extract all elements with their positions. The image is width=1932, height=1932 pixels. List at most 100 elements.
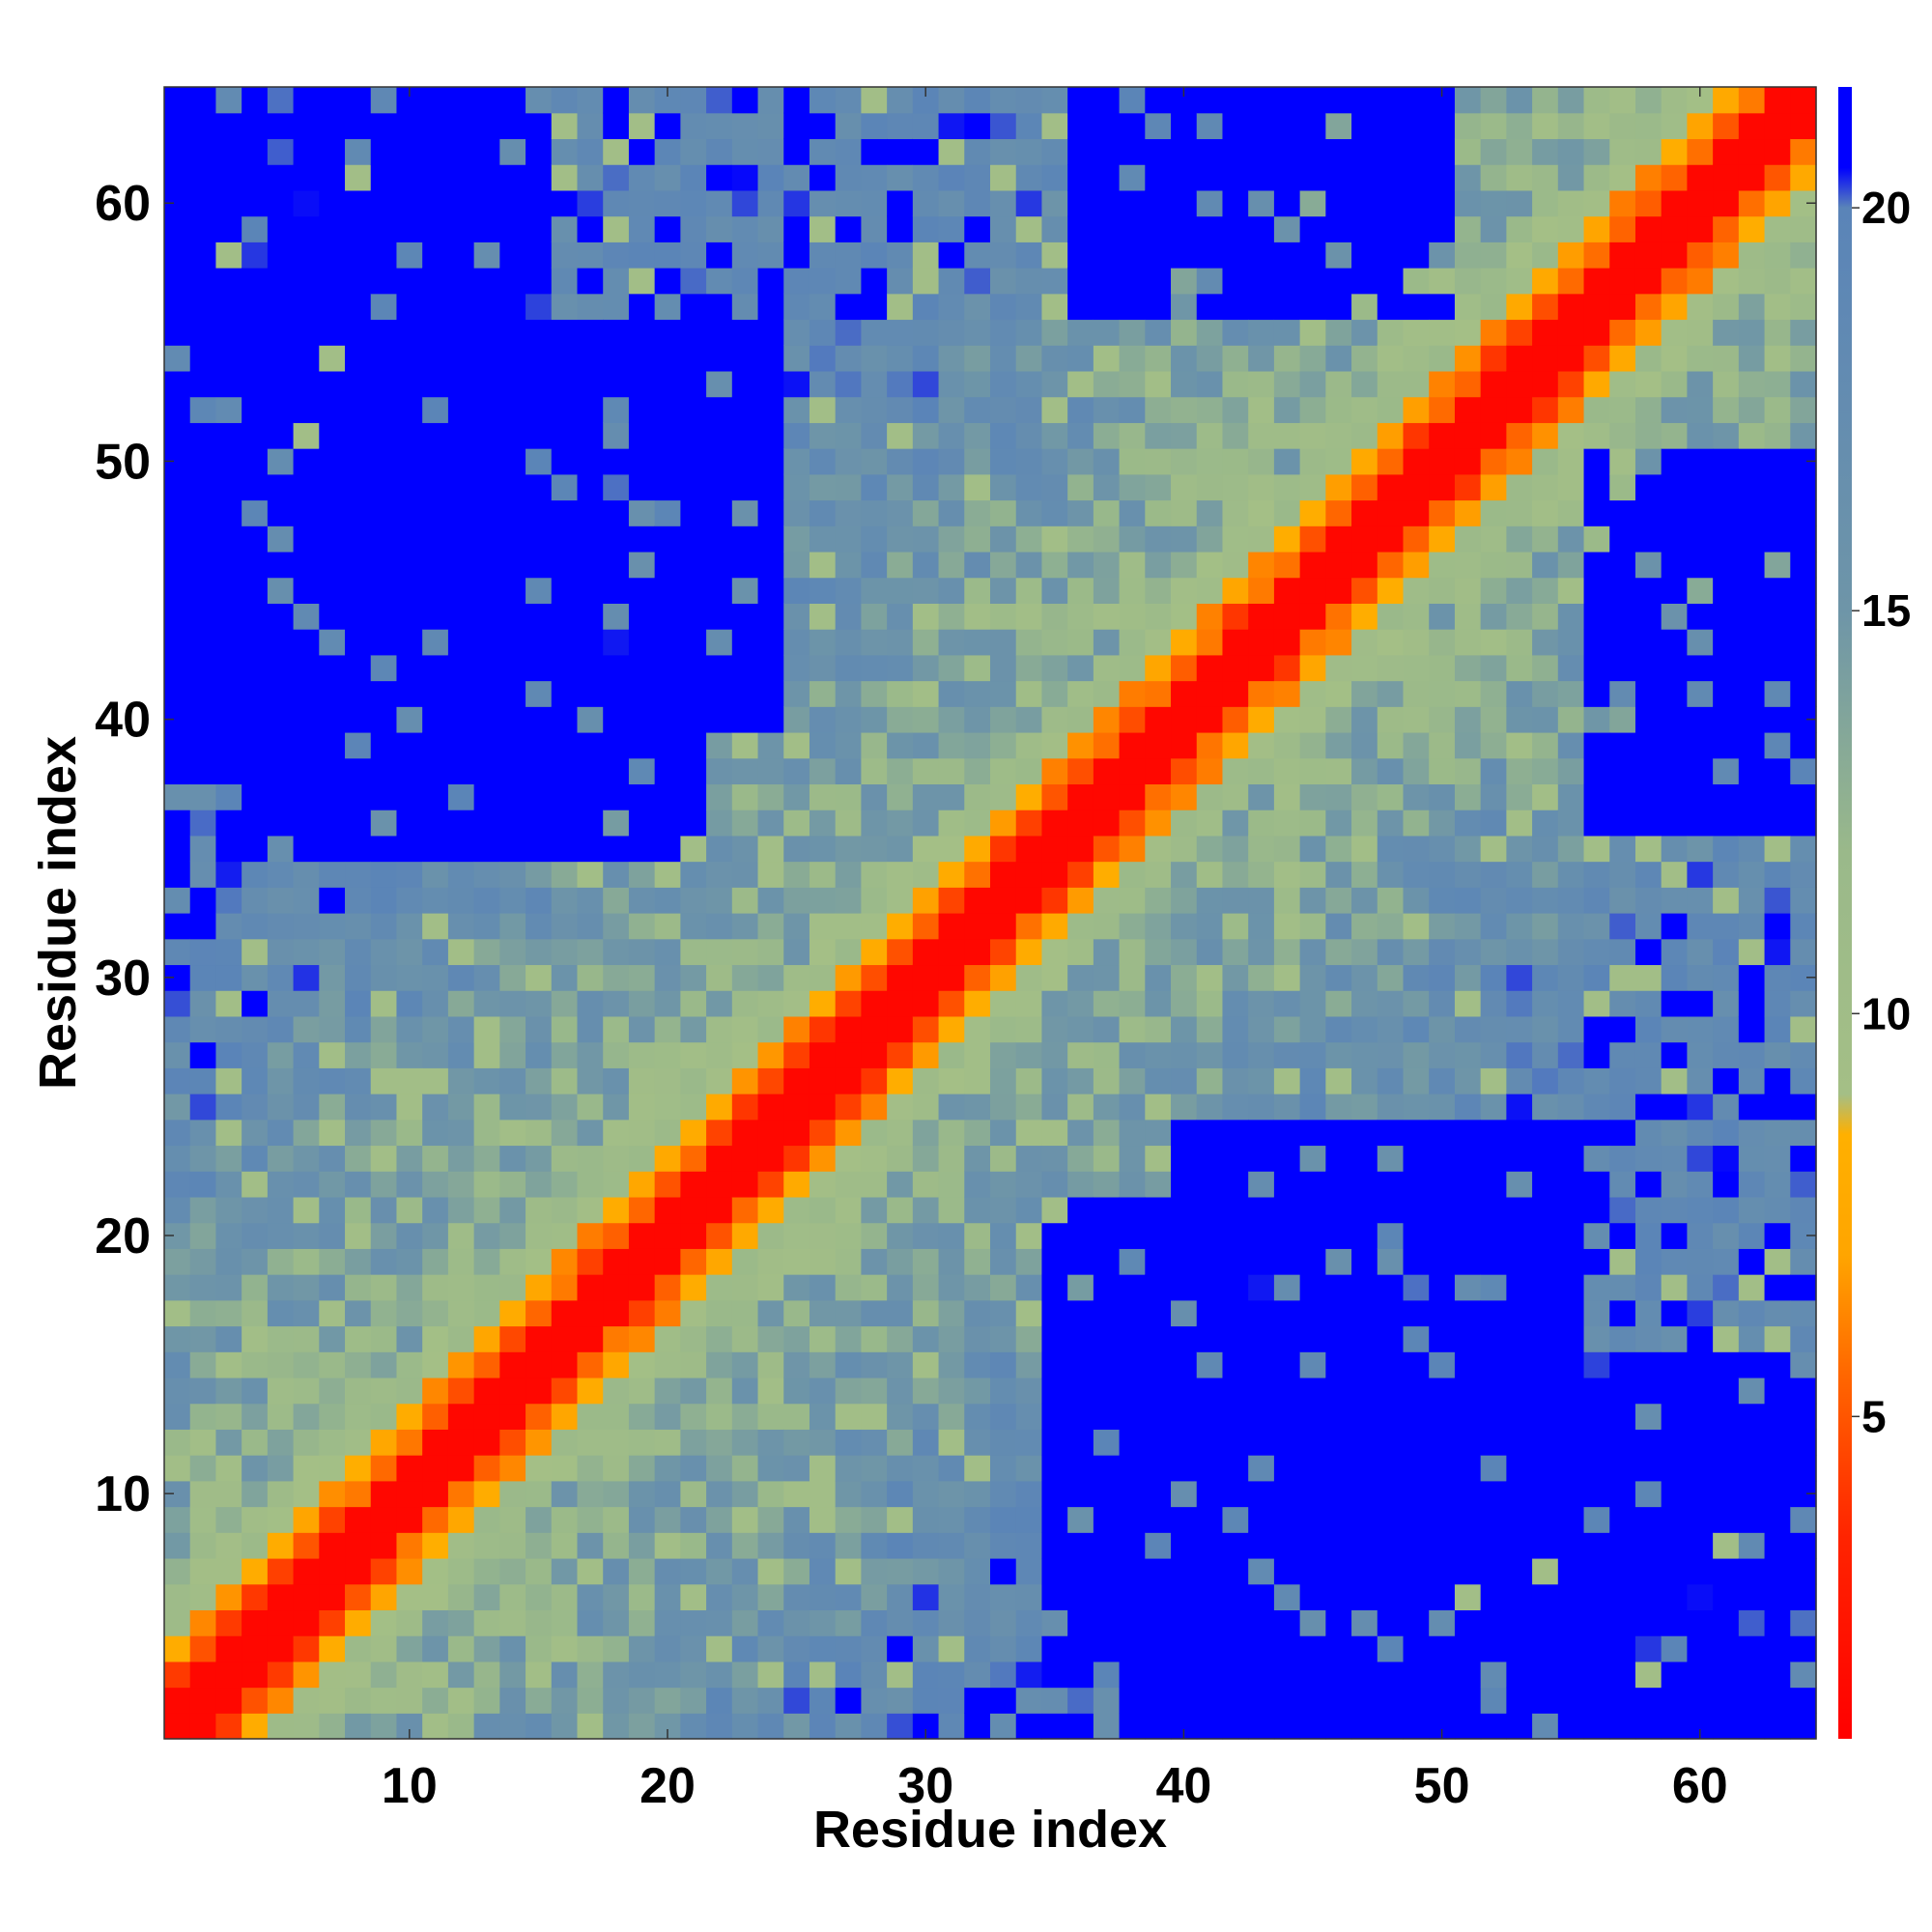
heatmap-cell (731, 938, 759, 966)
heatmap-cell (1609, 138, 1636, 165)
heatmap-cell (164, 370, 191, 398)
heatmap-cell (1067, 810, 1094, 837)
heatmap-cell (1532, 1015, 1559, 1043)
heatmap-cell (1041, 448, 1068, 475)
heatmap-cell (1557, 783, 1585, 810)
heatmap-cell (422, 1248, 449, 1275)
heatmap-cell (1583, 551, 1610, 579)
heatmap-cell (887, 757, 914, 785)
heatmap-cell (189, 990, 217, 1017)
heatmap-cell (1506, 1015, 1533, 1043)
heatmap-cell (1738, 835, 1766, 863)
heatmap-cell (603, 1325, 630, 1352)
heatmap-cell (1429, 1429, 1456, 1456)
heatmap-cell (1377, 526, 1405, 553)
heatmap-cell (861, 1041, 888, 1068)
heatmap-cell (1532, 913, 1559, 940)
heatmap-cell (319, 473, 346, 501)
heatmap-cell (1222, 1222, 1249, 1249)
heatmap-cell (293, 164, 320, 191)
heatmap-cell (499, 1506, 526, 1533)
heatmap-cell (757, 706, 784, 733)
heatmap-cell (1222, 138, 1249, 165)
heatmap-cell (267, 1480, 295, 1508)
heatmap-cell (1609, 422, 1636, 449)
heatmap-cell (887, 448, 914, 475)
heatmap-cell (447, 422, 475, 449)
heatmap-cell (912, 1506, 940, 1533)
heatmap-cell (1067, 370, 1094, 398)
heatmap-cell (1171, 810, 1198, 837)
heatmap-cell (1429, 706, 1456, 733)
heatmap-cell (1687, 1299, 1714, 1327)
heatmap-cell (809, 1661, 837, 1689)
heatmap-cell (1661, 1583, 1689, 1611)
heatmap-cell (1480, 1687, 1507, 1714)
heatmap-cell (861, 706, 888, 733)
heatmap-cell (1454, 1687, 1482, 1714)
heatmap-cell (215, 551, 242, 579)
heatmap-cell (1557, 603, 1585, 630)
heatmap-cell (1609, 1687, 1636, 1714)
heatmap-cell (1661, 396, 1689, 423)
heatmap-cell (1634, 1429, 1662, 1456)
heatmap-cell (577, 731, 604, 759)
heatmap-cell (526, 448, 553, 475)
heatmap-cell (293, 706, 320, 733)
heatmap-cell (706, 680, 733, 707)
heatmap-cell (345, 1119, 372, 1147)
heatmap-cell (1687, 448, 1714, 475)
heatmap-cell (215, 603, 242, 630)
heatmap-cell (654, 1403, 681, 1430)
heatmap-cell (1687, 1506, 1714, 1533)
heatmap-cell (1454, 526, 1482, 553)
heatmap-cell (577, 1094, 604, 1121)
heatmap-cell (1609, 654, 1636, 682)
heatmap-cell (861, 1583, 888, 1611)
heatmap-cell (1067, 680, 1094, 707)
heatmap-cell (1532, 783, 1559, 810)
heatmap-cell (577, 448, 604, 475)
heatmap-cell (1273, 680, 1301, 707)
heatmap-cell (1764, 551, 1791, 579)
heatmap-cell (731, 1067, 759, 1094)
heatmap-cell (1145, 1532, 1172, 1559)
heatmap-cell (783, 1403, 810, 1430)
heatmap-cell (990, 1429, 1017, 1456)
heatmap-cell (1764, 1377, 1791, 1405)
heatmap-cell (1299, 783, 1326, 810)
heatmap-cell (1248, 1325, 1275, 1352)
heatmap-cell (1790, 1455, 1817, 1482)
heatmap-cell (1557, 964, 1585, 991)
heatmap-cell (912, 1480, 940, 1508)
heatmap-cell (1609, 1325, 1636, 1352)
heatmap-cell (526, 1609, 553, 1636)
heatmap-cell (577, 1351, 604, 1378)
heatmap-cell (164, 345, 191, 372)
heatmap-cell (603, 499, 630, 526)
heatmap-cell (1661, 551, 1689, 579)
heatmap-cell (628, 603, 656, 630)
heatmap-cell (603, 1274, 630, 1301)
heatmap-cell (912, 1609, 940, 1636)
heatmap-cell (887, 1377, 914, 1405)
heatmap-cell (731, 499, 759, 526)
heatmap-cell (1429, 1119, 1456, 1147)
heatmap-cell (887, 1429, 914, 1456)
heatmap-cell (267, 654, 295, 682)
heatmap-cell (345, 551, 372, 579)
heatmap-cell (1325, 1455, 1352, 1482)
heatmap-cell (861, 242, 888, 269)
heatmap-cell (293, 913, 320, 940)
heatmap-cell (1171, 757, 1198, 785)
heatmap-cell (215, 1687, 242, 1714)
heatmap-cell (1480, 1094, 1507, 1121)
heatmap-cell (473, 551, 500, 579)
heatmap-cell (189, 215, 217, 242)
heatmap-cell (267, 1635, 295, 1662)
heatmap-cell (835, 1635, 863, 1662)
heatmap-cell (1609, 370, 1636, 398)
heatmap-cell (1041, 1713, 1068, 1740)
heatmap-cell (447, 1609, 475, 1636)
heatmap-cell (628, 215, 656, 242)
